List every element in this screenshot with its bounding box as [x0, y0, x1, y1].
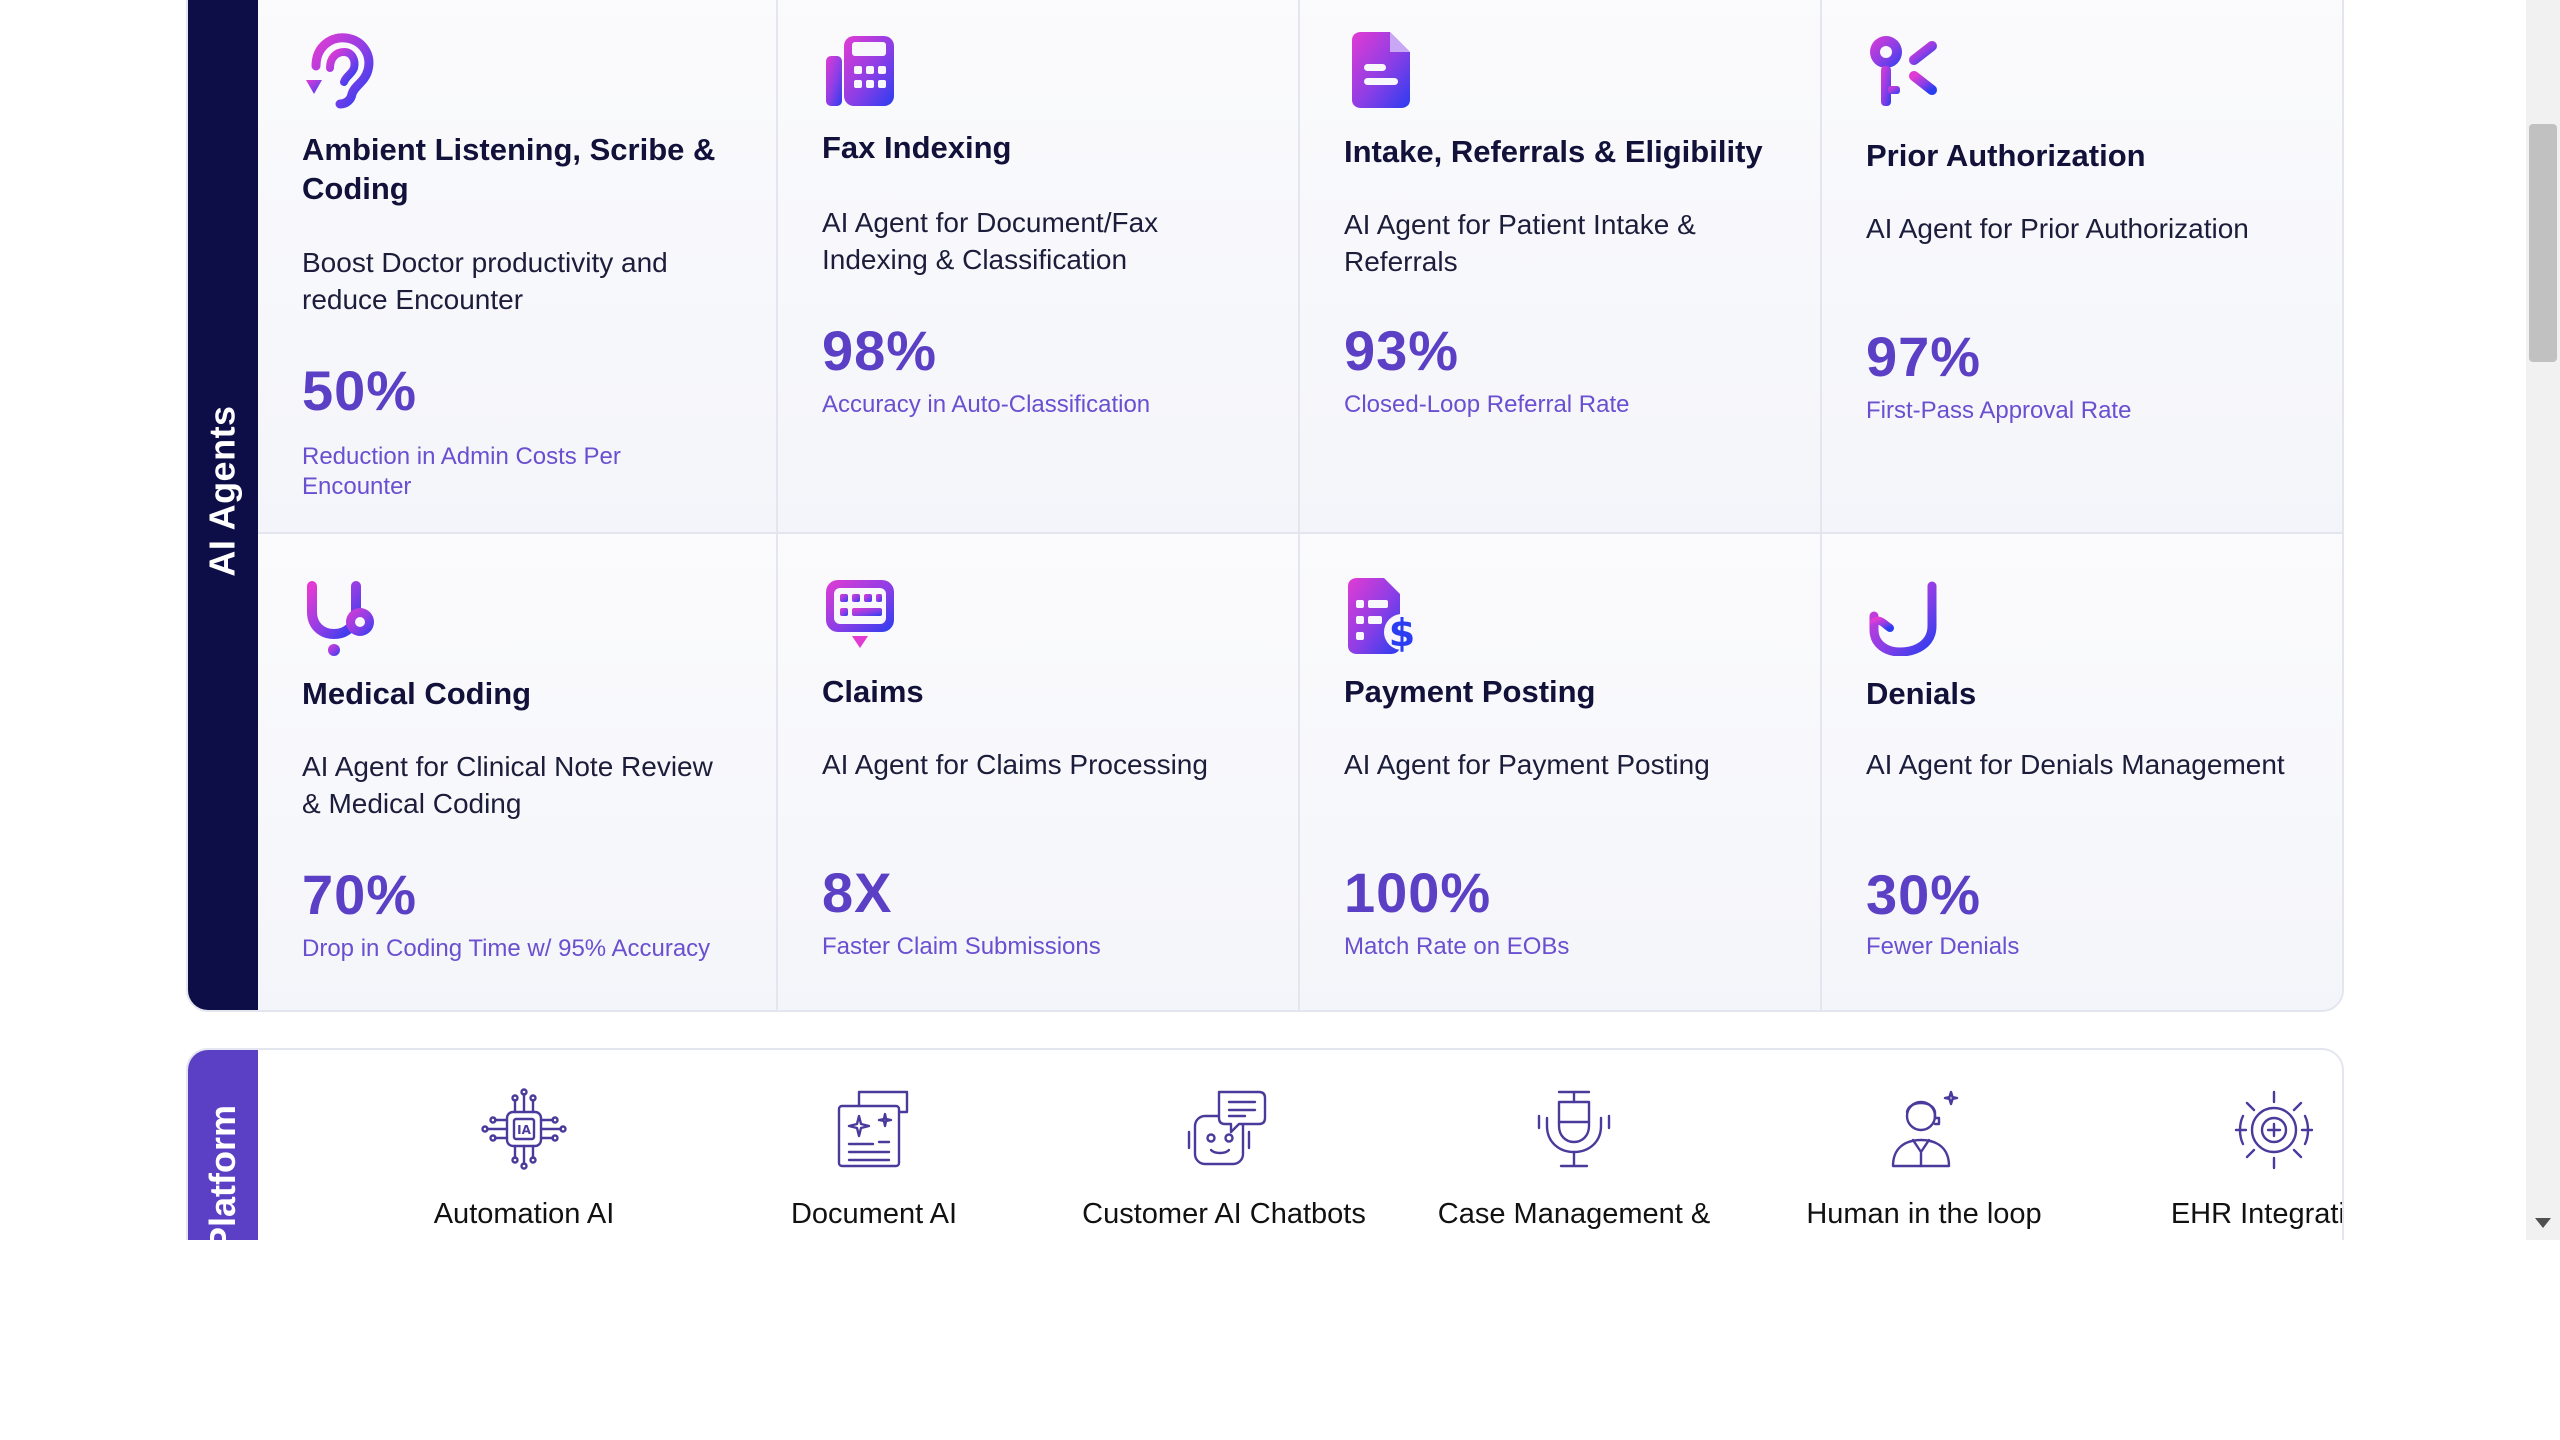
agent-card-stat: 70%: [302, 863, 418, 926]
agent-card-medical-coding[interactable]: Medical Coding AI Agent for Clinical Not…: [258, 534, 778, 1010]
agent-card-stat-label: Faster Claim Submissions: [822, 933, 1101, 960]
agent-card-stat-label: Drop in Coding Time w/ 95% Accuracy: [302, 935, 711, 962]
platform-side-tab: Platform: [188, 1050, 258, 1240]
agent-card-payment-posting[interactable]: $ Payment Posting AI Agent for Payment P…: [1300, 534, 1822, 1010]
agent-card-description: AI Agent for Payment Posting: [1344, 749, 1710, 780]
platform-item-automation-ai[interactable]: IA Automation AI: [354, 1086, 694, 1231]
document-icon: [1344, 30, 1420, 110]
chatbot-icon: [1187, 1090, 1267, 1166]
platform-item-label: Case Management &: [1437, 1198, 1711, 1230]
agent-card-title: Fax Indexing: [822, 130, 1012, 165]
claims-message-icon: [822, 576, 898, 656]
platform-item-label: Document AI: [790, 1198, 958, 1230]
platform-item-case-management[interactable]: Case Management &: [1404, 1086, 1744, 1231]
agent-card-description: AI Agent for Patient Intake & Referrals: [1344, 209, 1696, 277]
agent-card-stat: 97%: [1866, 325, 1982, 388]
ear-listening-icon: [302, 32, 378, 112]
payment-document-icon: $: [1344, 576, 1420, 656]
agent-card-stat: 98%: [822, 319, 938, 382]
agent-card-stat-label: Fewer Denials: [1866, 933, 2020, 960]
platform-item-label: Automation AI: [433, 1198, 615, 1230]
agent-card-stat-label: Accuracy in Auto-Classification: [822, 391, 1151, 418]
agent-card-description: AI Agent for Document/Fax Indexing & Cla…: [822, 207, 1159, 275]
svg-text:$: $: [1389, 611, 1415, 655]
agent-card-title: Intake, Referrals & Eligibility: [1344, 134, 1763, 169]
scrollbar-thumb[interactable]: [2529, 124, 2557, 362]
agent-card-stat: 100%: [1344, 861, 1492, 924]
agent-card-stat: 8X: [822, 861, 893, 924]
agent-card-stat: 50%: [302, 359, 418, 422]
agent-card-stat: 30%: [1866, 863, 1982, 926]
agent-card-title: Prior Authorization: [1866, 138, 2146, 173]
scroll-down-arrow-icon[interactable]: [2526, 1206, 2560, 1240]
hand-stop-icon: [1866, 576, 1942, 656]
agent-card-title: Payment Posting: [1344, 674, 1596, 709]
agent-card-denials[interactable]: Denials AI Agent for Denials Management …: [1822, 534, 2342, 1010]
agent-card-ambient-listening[interactable]: Ambient Listening, Scribe & Coding Boost…: [258, 0, 778, 534]
agent-card-title: Claims: [822, 674, 924, 709]
platform-item-label: Human in the loop: [1806, 1198, 2042, 1230]
agent-card-fax-indexing[interactable]: Fax Indexing AI Agent for Document/Fax I…: [778, 0, 1300, 534]
svg-text:IA: IA: [517, 1123, 531, 1137]
agent-card-stat-label: Closed-Loop Referral Rate: [1344, 391, 1630, 418]
document-ai-icon: [837, 1090, 909, 1168]
stethoscope-icon: [302, 578, 378, 658]
agent-card-stat-label: First-Pass Approval Rate: [1866, 397, 2132, 424]
vertical-scrollbar[interactable]: [2526, 0, 2560, 1240]
ai-agents-side-tab: AI Agents: [188, 0, 258, 1010]
agent-card-claims[interactable]: Claims AI Agent for Claims Processing 8X…: [778, 534, 1300, 1010]
ehr-gear-icon: [2234, 1090, 2314, 1170]
platform-item-label: EHR Integration: [2170, 1198, 2342, 1230]
agent-card-description: Boost Doctor productivity and reduce Enc…: [302, 247, 668, 315]
platform-item-customer-ai-chatbots[interactable]: Customer AI Chatbots: [1054, 1086, 1394, 1231]
agent-card-title: Ambient Listening, Scribe & Coding: [302, 132, 716, 206]
platform-section-label: Platform: [202, 1104, 243, 1240]
agent-card-stat-label: Match Rate on EOBs: [1344, 933, 1570, 960]
platform-item-label: Customer AI Chatbots: [1082, 1198, 1366, 1230]
platform-item-ehr-integration[interactable]: EHR Integration: [2104, 1086, 2342, 1231]
agent-card-intake-referrals[interactable]: Intake, Referrals & Eligibility AI Agent…: [1300, 0, 1822, 534]
platform-panel: Platform IA Automation AI: [186, 1048, 2344, 1240]
platform-item-document-ai[interactable]: Document AI: [704, 1086, 1044, 1231]
ai-agents-section-label: AI Agents: [202, 405, 243, 577]
agent-card-stat-label: Reduction in Admin Costs Per Encounter: [302, 443, 621, 500]
agent-card-title: Denials: [1866, 676, 1977, 711]
keys-icon: [1866, 30, 1942, 114]
microphone-icon: [1537, 1090, 1611, 1168]
human-operator-icon: [1891, 1090, 1959, 1168]
ai-agents-panel: AI Agents Ambient Listening, Scribe & Co…: [186, 0, 2344, 1012]
agent-card-description: AI Agent for Prior Authorization: [1866, 213, 2249, 244]
agent-card-prior-authorization[interactable]: Prior Authorization AI Agent for Prior A…: [1822, 0, 2342, 534]
platform-item-human-in-the-loop[interactable]: Human in the loop: [1754, 1086, 2094, 1231]
agent-card-description: AI Agent for Clinical Note Review & Medi…: [302, 751, 713, 819]
agent-card-description: AI Agent for Denials Management: [1866, 749, 2285, 780]
agent-card-stat: 93%: [1344, 319, 1460, 382]
ai-agents-grid: Ambient Listening, Scribe & Coding Boost…: [258, 0, 2342, 1010]
fax-machine-icon: [822, 30, 898, 110]
page-viewport: AI Agents Ambient Listening, Scribe & Co…: [186, 0, 2560, 1240]
ai-chip-icon: IA: [481, 1088, 567, 1170]
agent-card-title: Medical Coding: [302, 676, 532, 711]
agent-card-description: AI Agent for Claims Processing: [822, 749, 1208, 780]
